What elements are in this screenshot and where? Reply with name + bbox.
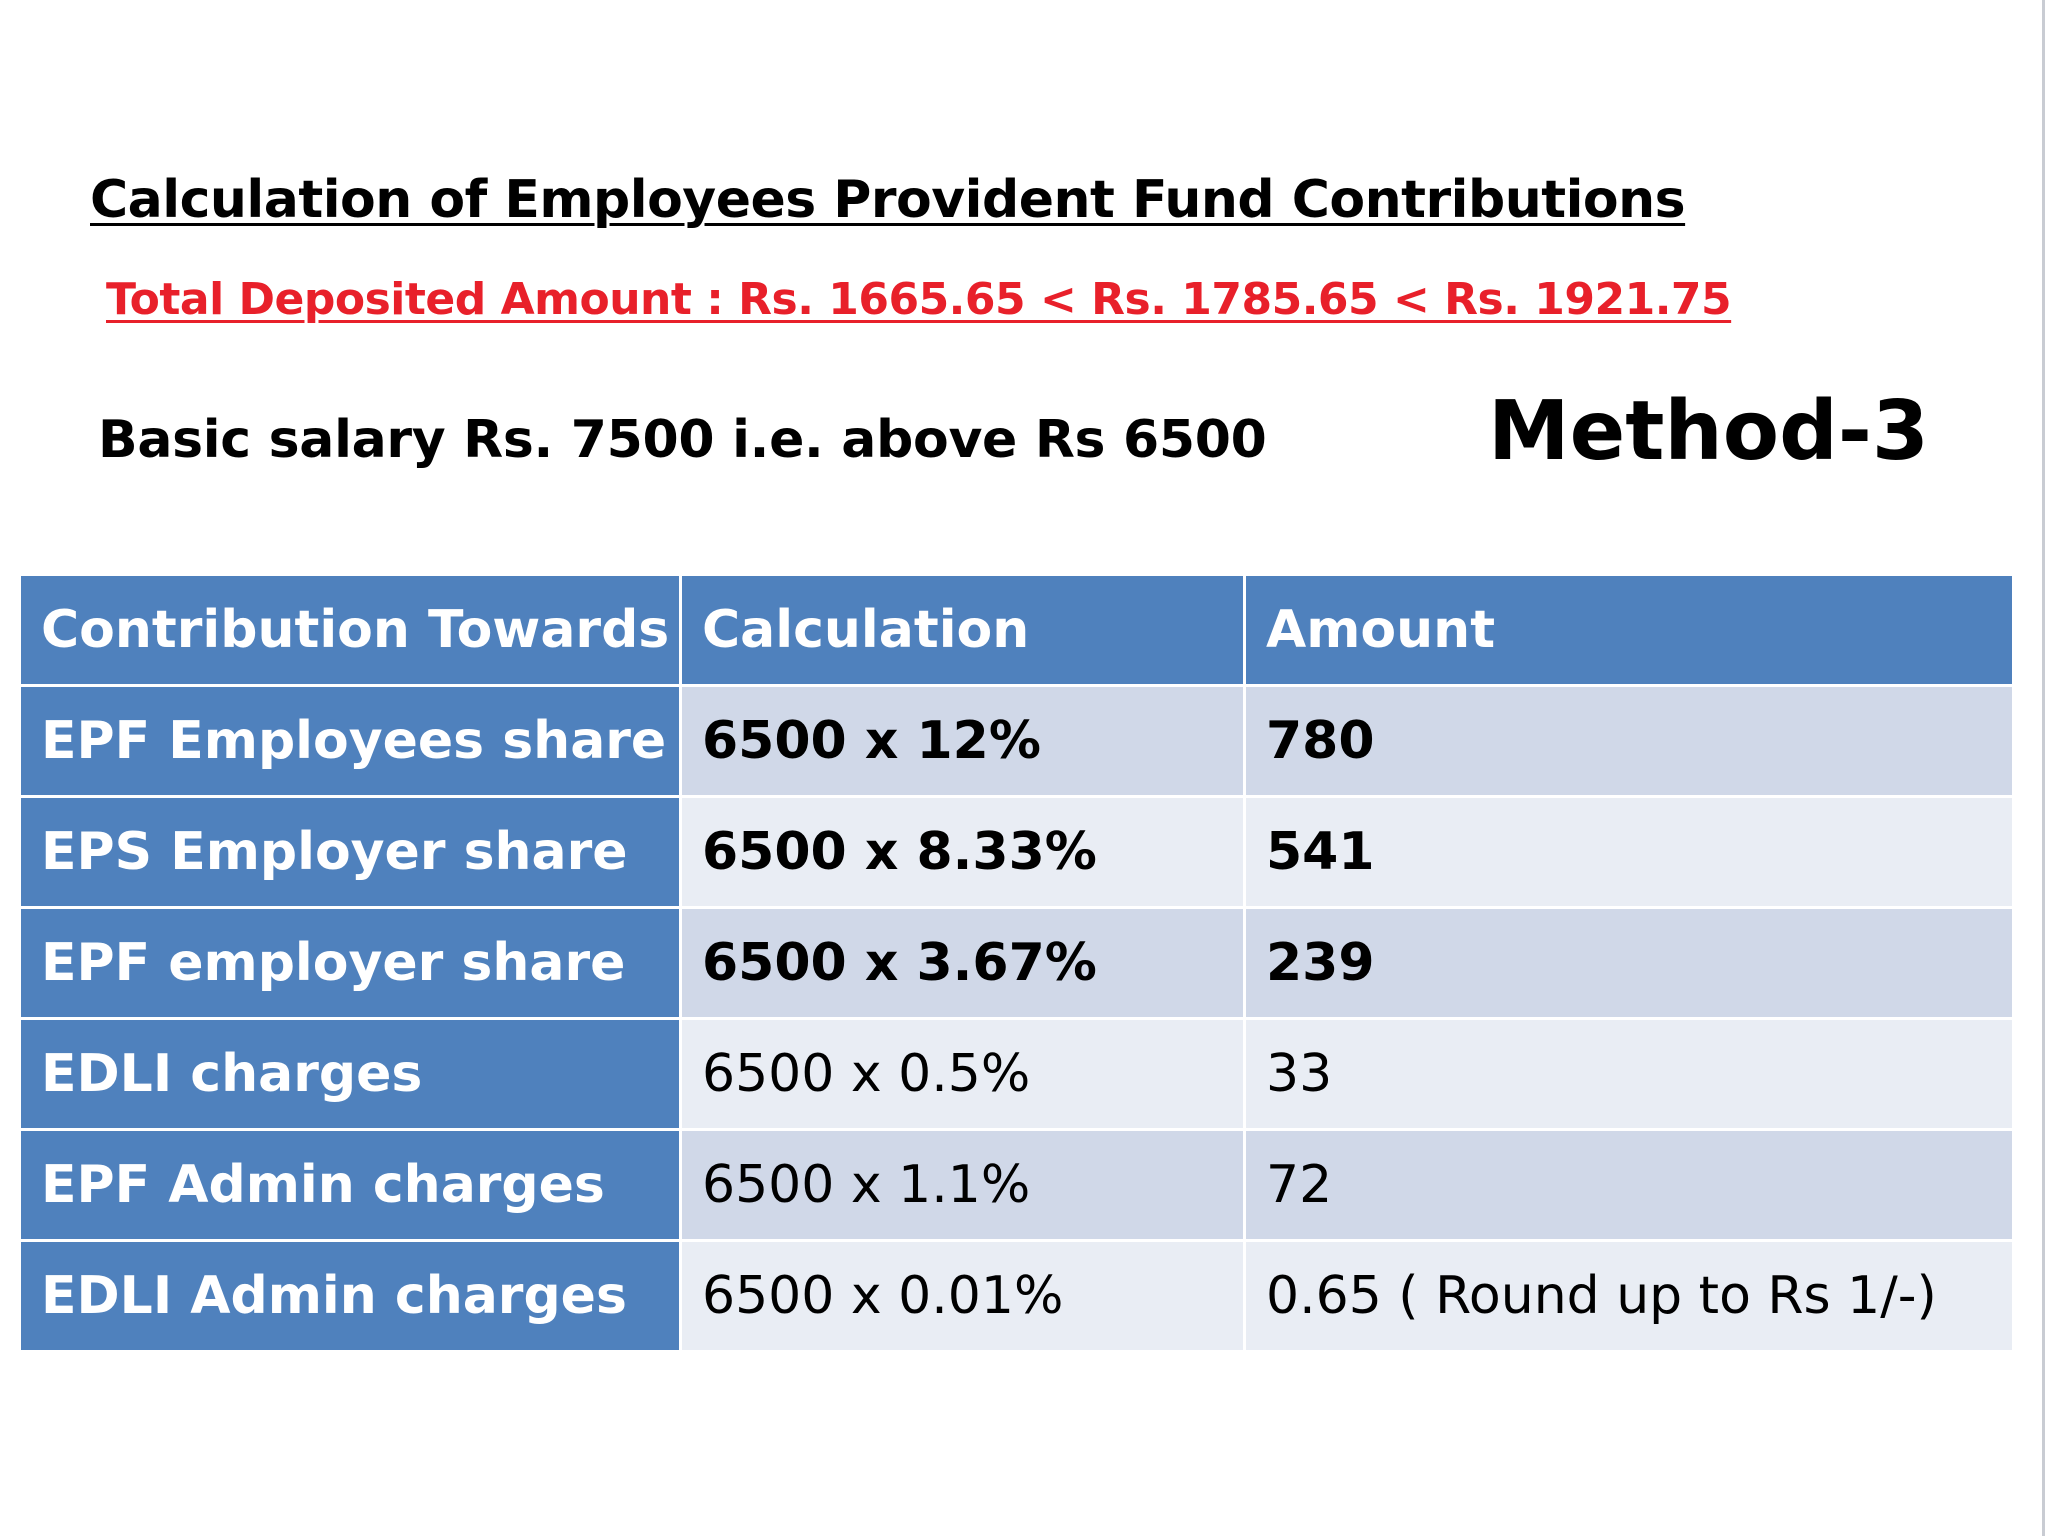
table-row: EPS Employer share 6500 x 8.33% 541 <box>18 795 2015 909</box>
row-amount: 72 <box>1243 1128 2015 1242</box>
row-label: EPS Employer share <box>18 795 682 909</box>
page-title: Calculation of Employees Provident Fund … <box>90 170 1686 230</box>
table-row: EPF Admin charges 6500 x 1.1% 72 <box>18 1128 2015 1242</box>
row-calculation: 6500 x 12% <box>679 684 1246 798</box>
row-amount: 33 <box>1243 1017 2015 1131</box>
header-amount: Amount <box>1243 573 2015 687</box>
row-label: EPF Employees share <box>18 684 682 798</box>
row-label: EPF employer share <box>18 906 682 1020</box>
basic-salary-text: Basic salary Rs. 7500 i.e. above Rs 6500 <box>98 410 1267 470</box>
row-amount: 541 <box>1243 795 2015 909</box>
header-calculation: Calculation <box>679 573 1246 687</box>
row-amount: 239 <box>1243 906 2015 1020</box>
table-row: EPF employer share 6500 x 3.67% 239 <box>18 906 2015 1020</box>
row-label: EDLI Admin charges <box>18 1239 682 1353</box>
contribution-table: Contribution Towards Calculation Amount … <box>18 573 2015 1353</box>
row-calculation: 6500 x 3.67% <box>679 906 1246 1020</box>
row-amount: 780 <box>1243 684 2015 798</box>
row-amount: 0.65 ( Round up to Rs 1/-) <box>1243 1239 2015 1353</box>
total-deposited-subtitle: Total Deposited Amount : Rs. 1665.65 < R… <box>106 274 1732 325</box>
row-calculation: 6500 x 0.5% <box>679 1017 1246 1131</box>
slide-edge-divider <box>2042 0 2045 1536</box>
row-calculation: 6500 x 8.33% <box>679 795 1246 909</box>
header-contribution-towards: Contribution Towards <box>18 573 682 687</box>
table-row: EDLI charges 6500 x 0.5% 33 <box>18 1017 2015 1131</box>
table-row: EDLI Admin charges 6500 x 0.01% 0.65 ( R… <box>18 1239 2015 1353</box>
table-header-row: Contribution Towards Calculation Amount <box>18 573 2015 687</box>
row-calculation: 6500 x 0.01% <box>679 1239 1246 1353</box>
table-row: EPF Employees share 6500 x 12% 780 <box>18 684 2015 798</box>
method-label: Method-3 <box>1488 384 1929 479</box>
row-label: EPF Admin charges <box>18 1128 682 1242</box>
row-calculation: 6500 x 1.1% <box>679 1128 1246 1242</box>
row-label: EDLI charges <box>18 1017 682 1131</box>
